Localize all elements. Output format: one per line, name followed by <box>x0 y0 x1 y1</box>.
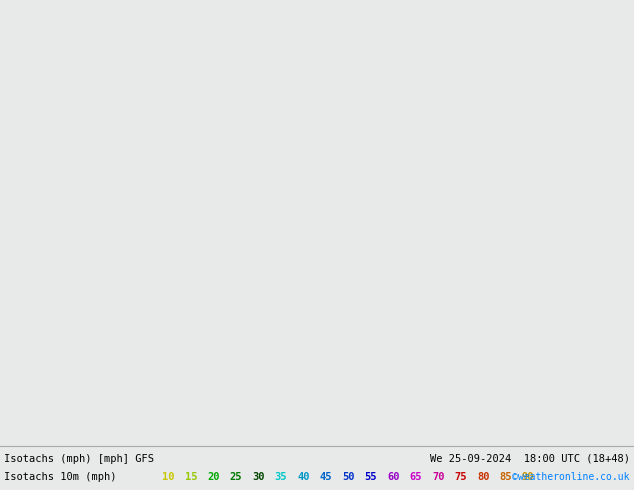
Text: Isotachs 10m (mph): Isotachs 10m (mph) <box>4 472 117 482</box>
Text: 20: 20 <box>207 472 219 482</box>
Text: 80: 80 <box>477 472 489 482</box>
Text: ©weatheronline.co.uk: ©weatheronline.co.uk <box>512 472 630 482</box>
Text: 65: 65 <box>410 472 422 482</box>
Text: 35: 35 <box>275 472 287 482</box>
Text: Isotachs (mph) [mph] GFS: Isotachs (mph) [mph] GFS <box>4 454 154 464</box>
Text: 75: 75 <box>455 472 467 482</box>
Text: 50: 50 <box>342 472 354 482</box>
Text: 90: 90 <box>522 472 534 482</box>
Text: 85: 85 <box>500 472 512 482</box>
Text: 60: 60 <box>387 472 399 482</box>
Text: 70: 70 <box>432 472 444 482</box>
Text: 40: 40 <box>297 472 309 482</box>
Text: 45: 45 <box>320 472 332 482</box>
Text: 55: 55 <box>365 472 377 482</box>
Text: 10: 10 <box>162 472 174 482</box>
Text: 25: 25 <box>230 472 242 482</box>
Text: We 25-09-2024  18:00 UTC (18+48): We 25-09-2024 18:00 UTC (18+48) <box>430 454 630 464</box>
Text: 30: 30 <box>252 472 264 482</box>
Text: 15: 15 <box>184 472 197 482</box>
